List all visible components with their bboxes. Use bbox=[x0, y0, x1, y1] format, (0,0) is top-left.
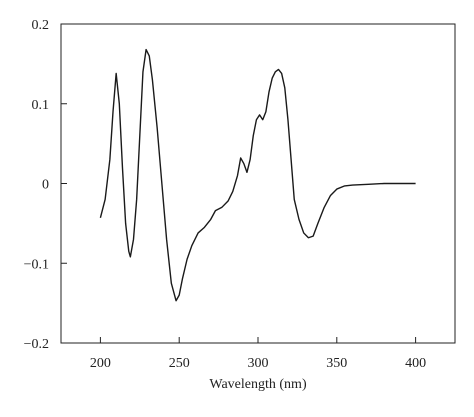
x-tick-label: 300 bbox=[248, 356, 269, 371]
x-tick-label: 200 bbox=[90, 356, 111, 371]
y-tick-label: 0 bbox=[42, 178, 49, 193]
y-tick-label: −0.1 bbox=[24, 257, 49, 272]
x-tick-label: 350 bbox=[326, 356, 347, 371]
y-tick-label: 0.2 bbox=[32, 18, 50, 33]
line-series bbox=[99, 48, 416, 302]
y-tick-label: −0.2 bbox=[24, 337, 49, 352]
x-tick-label: 400 bbox=[405, 356, 426, 371]
x-axis-label: Wavelength (nm) bbox=[209, 377, 307, 392]
y-tick-label: 0.1 bbox=[32, 98, 50, 113]
x-tick-label: 250 bbox=[169, 356, 190, 371]
